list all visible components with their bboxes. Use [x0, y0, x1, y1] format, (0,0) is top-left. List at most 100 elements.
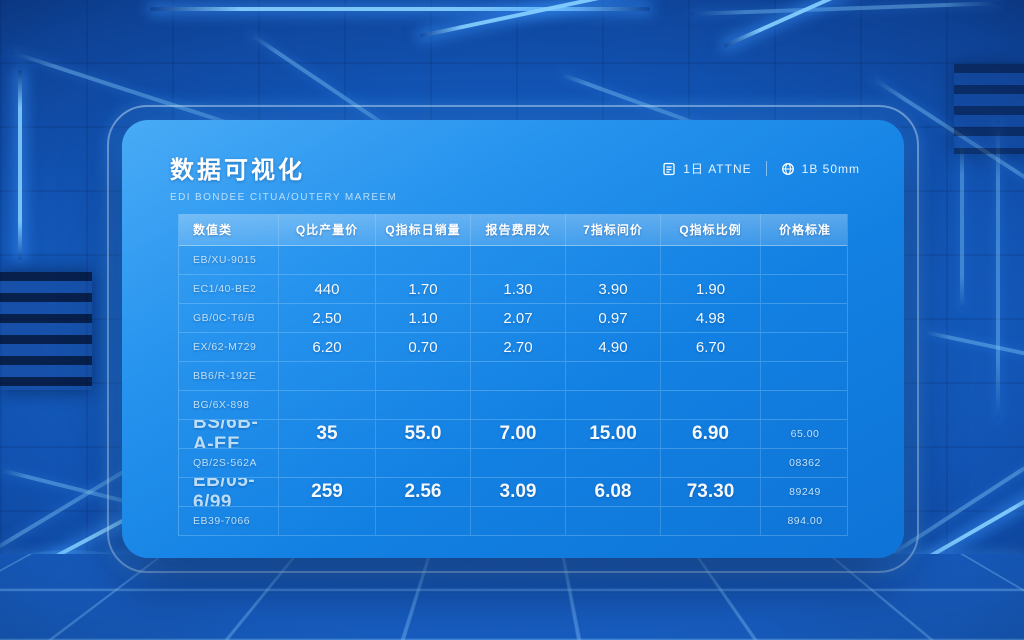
- table-cell: [566, 507, 661, 535]
- neon-beam: [996, 120, 1000, 420]
- table-cell: 35: [279, 420, 376, 448]
- table-cell: 3.90: [566, 275, 661, 303]
- table-row[interactable]: EC1/40-BE2 440 1.70 1.30 3.90 1.90: [179, 275, 847, 304]
- neon-beam: [18, 70, 22, 260]
- actions-divider: [765, 161, 767, 176]
- table-cell: [566, 449, 661, 477]
- table-cell: 894.00: [787, 515, 823, 527]
- table-row[interactable]: BG/6X-898: [179, 391, 847, 420]
- table-cell: [566, 362, 661, 390]
- data-table: 数值类 Q比产量价 Q指标日销量 报告费用次 7指标间价 Q指标比例 价格标准 EB/XU-…: [178, 214, 848, 536]
- table-cell: 4.98: [661, 304, 761, 332]
- table-row[interactable]: EB/XU-9015: [179, 246, 847, 275]
- table-cell: [761, 333, 849, 361]
- page-subtitle: EDI BONDEE CITUA/OUTERY MAREEM: [170, 192, 398, 203]
- table-cell: [661, 362, 761, 390]
- table-cell: 2.50: [279, 304, 376, 332]
- neon-beam: [923, 330, 1024, 364]
- table-cell: 65.00: [790, 428, 820, 440]
- row-label: GB/0C-T6/B: [179, 304, 279, 332]
- table-cell: 08362: [789, 457, 821, 469]
- table-cell: [279, 362, 376, 390]
- table-row[interactable]: BB6/R-192E: [179, 362, 847, 391]
- neon-beam: [150, 7, 650, 11]
- column-header: 价格标准: [778, 223, 831, 237]
- data-card: 数据可视化 EDI BONDEE CITUA/OUTERY MAREEM 1日 …: [122, 120, 904, 558]
- table-cell: [376, 507, 471, 535]
- table-row[interactable]: BS/6B-A-EE 35 55.0 7.00 15.00 6.90 65.00: [179, 420, 847, 449]
- page-title: 数据可视化: [170, 157, 305, 184]
- table-row[interactable]: EB/05-6/99 259 2.56 3.09 6.08 73.30 89249: [179, 478, 847, 507]
- table-cell: 7.00: [471, 420, 566, 448]
- table-cell: 1.70: [376, 275, 471, 303]
- table-cell: 6.20: [279, 333, 376, 361]
- table-cell: 6.90: [661, 420, 761, 448]
- table-cell: [761, 246, 849, 274]
- floor-grid: [0, 554, 1024, 640]
- report-action-label: 1日 ATTNE: [683, 162, 752, 176]
- table-cell: 2.56: [376, 478, 471, 506]
- table-cell: 15.00: [566, 420, 661, 448]
- row-label: BS/6B-A-EE: [179, 420, 279, 448]
- neon-beam: [419, 0, 656, 38]
- table-cell: 440: [279, 275, 376, 303]
- circuit-slats-panel: [954, 64, 1024, 154]
- table-row[interactable]: QB/2S-562A 08362: [179, 449, 847, 478]
- column-header: 报告费用次: [471, 214, 566, 245]
- table-cell: [471, 391, 566, 419]
- row-label: QB/2S-562A: [179, 449, 279, 477]
- table-cell: [279, 507, 376, 535]
- table-cell: [661, 507, 761, 535]
- table-cell: 1.30: [471, 275, 566, 303]
- table-cell: [471, 362, 566, 390]
- table-cell: [376, 362, 471, 390]
- table-cell: [661, 391, 761, 419]
- table-cell: 6.70: [661, 333, 761, 361]
- column-header: Q指标比例: [661, 214, 761, 245]
- table-cell: 259: [279, 478, 376, 506]
- column-header: 7指标间价: [566, 214, 661, 245]
- column-header: 数值类: [179, 214, 279, 245]
- table-row[interactable]: GB/0C-T6/B 2.50 1.10 2.07 0.97 4.98: [179, 304, 847, 333]
- globe-icon: [781, 162, 795, 176]
- table-cell: [761, 275, 849, 303]
- table-header-row: 数值类 Q比产量价 Q指标日销量 报告费用次 7指标间价 Q指标比例 价格标准: [179, 214, 847, 246]
- row-label: EB/05-6/99: [179, 478, 279, 506]
- table-cell: [279, 391, 376, 419]
- table-cell: 89249: [789, 486, 821, 498]
- header-actions: 1日 ATTNE 1B 50mm: [662, 160, 860, 177]
- table-cell: [279, 246, 376, 274]
- table-cell: [279, 449, 376, 477]
- circuit-slats-panel: [0, 272, 92, 390]
- network-action-button[interactable]: 1B 50mm: [781, 162, 860, 176]
- row-label: EX/62-M729: [179, 333, 279, 361]
- floor-grid-plane: [0, 554, 1024, 640]
- column-header: Q比产量价: [279, 214, 376, 245]
- table-cell: 73.30: [661, 478, 761, 506]
- table-cell: 2.07: [471, 304, 566, 332]
- title-block: 数据可视化 EDI BONDEE CITUA/OUTERY MAREEM: [170, 150, 397, 203]
- table-cell: [761, 304, 849, 332]
- document-icon: [662, 162, 676, 176]
- table-row[interactable]: EX/62-M729 6.20 0.70 2.70 4.90 6.70: [179, 333, 847, 362]
- table-cell: [566, 246, 661, 274]
- table-cell: 4.90: [566, 333, 661, 361]
- table-cell: [661, 449, 761, 477]
- table-cell: 0.97: [566, 304, 661, 332]
- table-cell: [761, 362, 849, 390]
- neon-beam: [960, 140, 964, 310]
- table-cell: [471, 246, 566, 274]
- table-cell: [376, 449, 471, 477]
- card-header: 数据可视化 EDI BONDEE CITUA/OUTERY MAREEM 1日 …: [170, 150, 860, 203]
- table-cell: [761, 391, 849, 419]
- row-label: EB39-7066: [179, 507, 279, 535]
- table-cell: [471, 507, 566, 535]
- table-cell: 1.90: [661, 275, 761, 303]
- table-row[interactable]: EB39-7066 894.00: [179, 507, 847, 536]
- report-action-button[interactable]: 1日 ATTNE: [662, 160, 751, 177]
- row-label: EB/XU-9015: [179, 246, 279, 274]
- table-cell: 3.09: [471, 478, 566, 506]
- column-header: Q指标日销量: [376, 214, 471, 245]
- table-cell: [471, 449, 566, 477]
